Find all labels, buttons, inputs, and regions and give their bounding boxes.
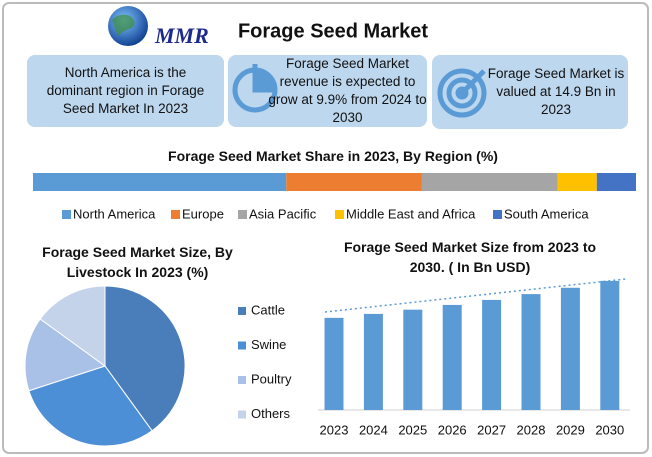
x-tick-label: 2024	[359, 422, 388, 437]
chart-title: Forage Seed Market Size, By Livestock In…	[42, 244, 233, 280]
legend-label: North America	[73, 206, 156, 221]
legend-label: Middle East and Africa	[346, 206, 476, 221]
chart-title: Forage Seed Market Size from 2023 to 203…	[343, 239, 597, 275]
page-title: Forage Seed Market	[238, 20, 428, 42]
bar	[600, 280, 620, 410]
x-tick-label: 2023	[320, 422, 349, 437]
bar	[403, 309, 423, 410]
x-tick-label: 2028	[517, 422, 546, 437]
legend-label: Swine	[251, 337, 286, 352]
legend-swatch	[62, 210, 71, 219]
info-box: North America is the dominant region in …	[27, 55, 224, 127]
x-tick-label: 2029	[556, 422, 585, 437]
pie-slice	[28, 365, 153, 447]
info-text: Forage Seed Market is valued at 14.9 Bn …	[487, 66, 625, 117]
legend-label: Poultry	[251, 371, 292, 386]
trend-line	[324, 278, 627, 313]
target-icon	[437, 68, 487, 118]
info-box	[228, 55, 427, 127]
x-tick-label: 2026	[438, 422, 467, 437]
bar	[560, 287, 580, 410]
bar	[521, 294, 541, 410]
stopwatch-icon	[232, 64, 278, 113]
x-tick-label: 2027	[477, 422, 506, 437]
legend-swatch	[238, 376, 246, 384]
pie-slice	[39, 285, 106, 367]
bar	[482, 299, 502, 410]
x-tick-label: 2025	[398, 422, 427, 437]
info-text: North America is the dominant region in …	[46, 65, 205, 116]
legend-label: Others	[251, 406, 291, 421]
logo-land	[112, 14, 135, 36]
bar-segment	[286, 173, 422, 191]
x-tick-label: 2030	[595, 422, 624, 437]
legend-label: Asia Pacific	[249, 206, 317, 221]
legend-swatch	[493, 210, 502, 219]
legend-label: South America	[504, 206, 589, 221]
bar-segment	[557, 173, 597, 191]
bar	[363, 313, 383, 410]
info-text: Forage Seed Market revenue is expected t…	[268, 56, 427, 125]
info-box: Forage Seed Market revenue is expected t…	[268, 55, 427, 127]
legend-swatch	[238, 341, 246, 350]
legend-swatch	[238, 410, 246, 419]
chart-title: Forage Seed Market Share in 2023, By Reg…	[168, 148, 498, 164]
bar	[442, 304, 462, 410]
legend-label: Europe	[182, 206, 224, 221]
legend-swatch	[171, 210, 180, 219]
legend-swatch	[238, 210, 247, 219]
bar-segment	[596, 173, 636, 191]
bar	[324, 317, 344, 410]
bar-segment	[33, 173, 287, 191]
legend-swatch	[335, 210, 344, 219]
bar-segment	[421, 173, 558, 191]
logo-text: MMR	[154, 23, 209, 48]
pie-slice	[104, 285, 186, 432]
info-box: Forage Seed Market is valued at 14.9 Bn …	[484, 55, 628, 129]
legend-swatch	[238, 307, 246, 315]
legend-label: Cattle	[251, 302, 285, 317]
pie-slice	[24, 318, 107, 392]
